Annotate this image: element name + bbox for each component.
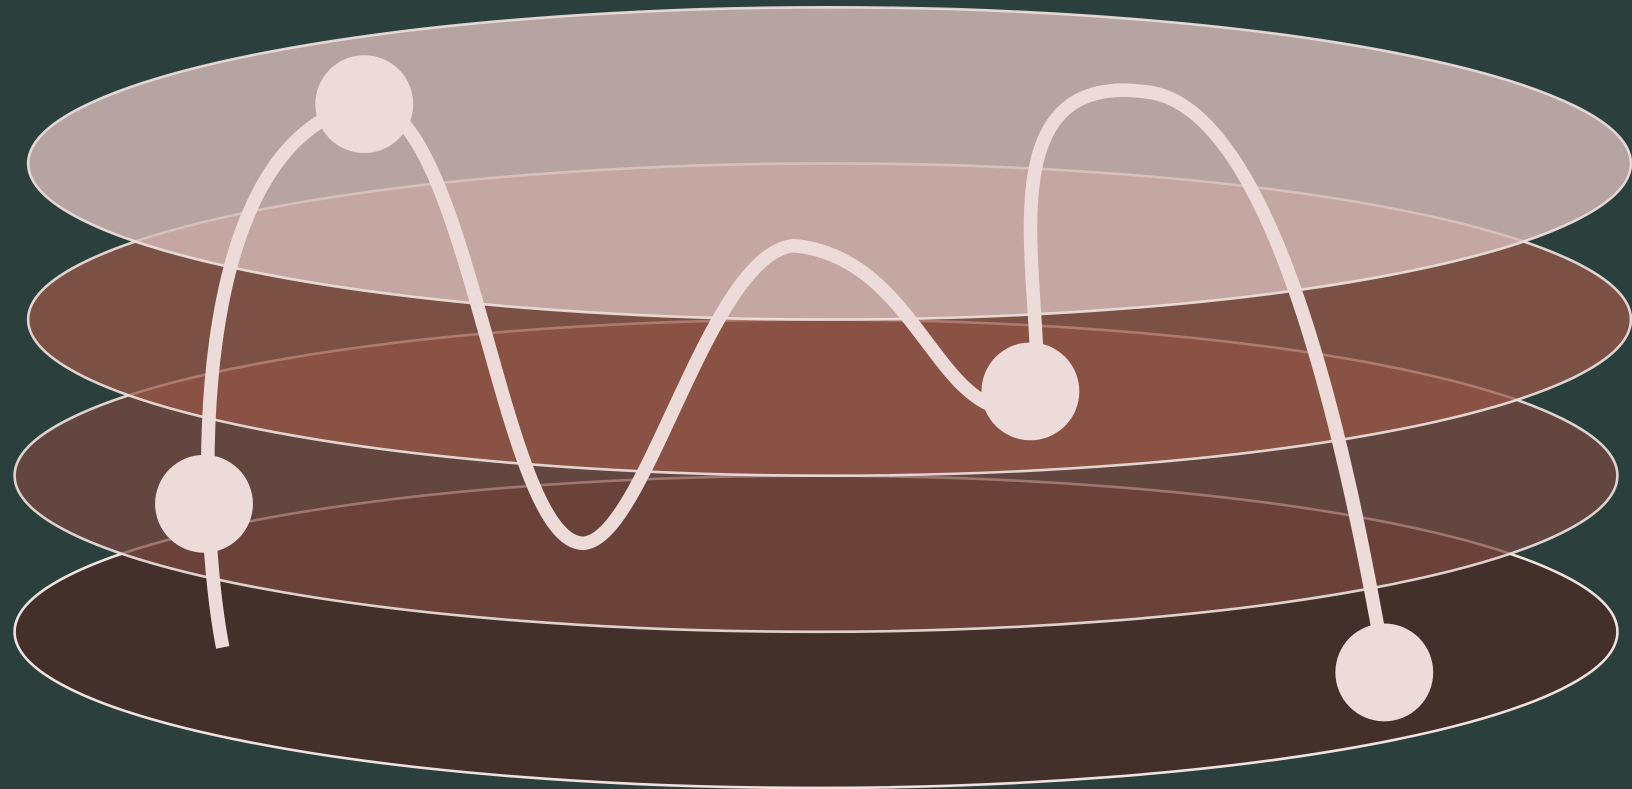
path-segment bbox=[1023, 83, 1387, 642]
node bbox=[315, 55, 414, 154]
layers bbox=[13, 6, 1632, 789]
path-lines bbox=[201, 83, 1387, 649]
layer-top bbox=[27, 6, 1632, 321]
node bbox=[155, 454, 253, 553]
nodes bbox=[155, 55, 1434, 722]
node bbox=[981, 342, 1080, 441]
node bbox=[1335, 623, 1434, 722]
path-segment bbox=[201, 97, 1002, 649]
